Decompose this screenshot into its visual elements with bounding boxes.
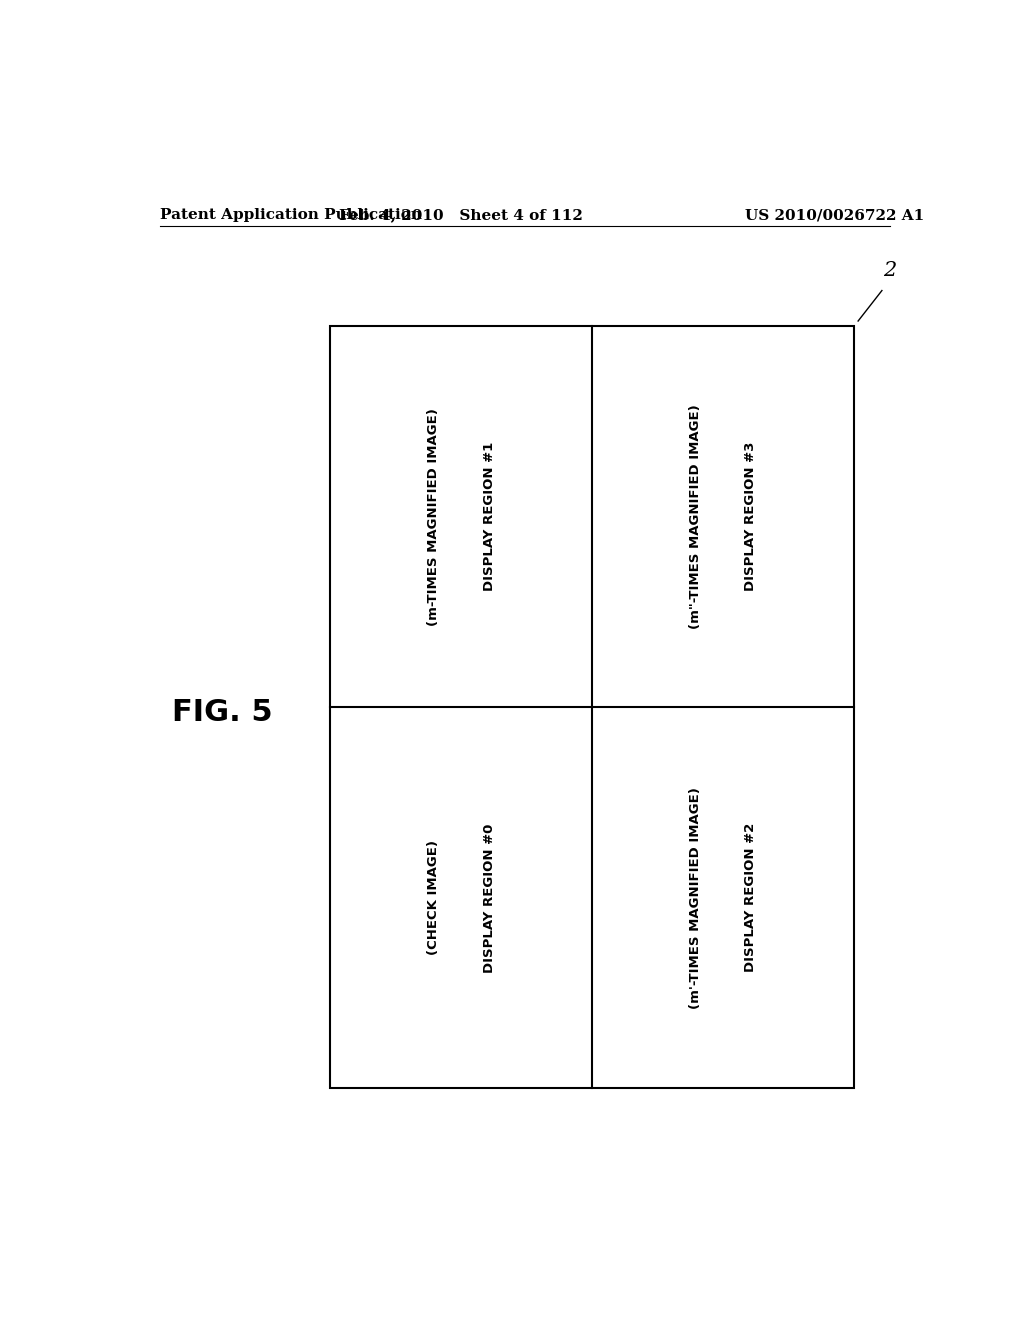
Text: Patent Application Publication: Patent Application Publication bbox=[160, 209, 422, 222]
Text: (m'-TIMES MAGNIFIED IMAGE): (m'-TIMES MAGNIFIED IMAGE) bbox=[689, 787, 701, 1008]
Text: (m-TIMES MAGNIFIED IMAGE): (m-TIMES MAGNIFIED IMAGE) bbox=[427, 408, 440, 626]
Text: Feb. 4, 2010   Sheet 4 of 112: Feb. 4, 2010 Sheet 4 of 112 bbox=[339, 209, 584, 222]
Text: (m"-TIMES MAGNIFIED IMAGE): (m"-TIMES MAGNIFIED IMAGE) bbox=[689, 404, 701, 630]
Text: FIG. 5: FIG. 5 bbox=[172, 698, 272, 727]
Text: US 2010/0026722 A1: US 2010/0026722 A1 bbox=[744, 209, 924, 222]
Text: DISPLAY REGION #1: DISPLAY REGION #1 bbox=[482, 442, 496, 591]
Text: DISPLAY REGION #0: DISPLAY REGION #0 bbox=[482, 824, 496, 973]
Text: (CHECK IMAGE): (CHECK IMAGE) bbox=[427, 841, 440, 956]
Bar bbox=[331, 326, 854, 1089]
Text: DISPLAY REGION #3: DISPLAY REGION #3 bbox=[744, 442, 758, 591]
Text: 2: 2 bbox=[884, 261, 896, 280]
Text: DISPLAY REGION #2: DISPLAY REGION #2 bbox=[744, 824, 758, 973]
